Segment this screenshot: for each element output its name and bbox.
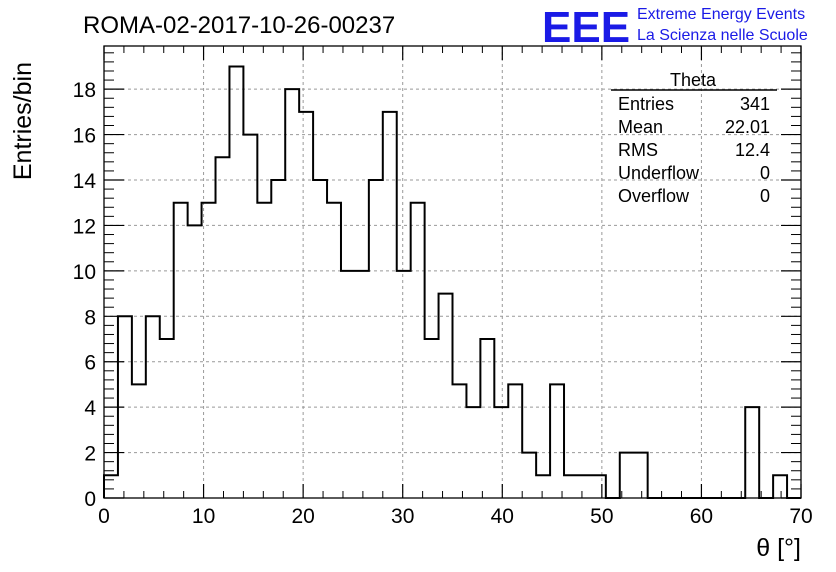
- stats-value: 0: [760, 186, 770, 206]
- y-tick-label: 2: [84, 443, 96, 466]
- x-tick-label: 20: [291, 505, 314, 528]
- x-tick-label: 0: [98, 505, 110, 528]
- plot-frame: [103, 45, 802, 499]
- stats-label: Mean: [618, 117, 663, 137]
- stats-title: Theta: [670, 70, 717, 90]
- y-tick-label: 10: [73, 261, 96, 284]
- x-tick-label: 50: [590, 505, 613, 528]
- y-tick-label: 6: [84, 352, 96, 375]
- axis-ticks: [103, 46, 802, 499]
- tick-labels: 0 10 20 30 40 50 60 70 0 2 4 6 8 10 12 14 16 18: [73, 79, 813, 528]
- histogram-series: [103, 65, 801, 499]
- x-tick-label: 40: [491, 505, 514, 528]
- y-tick-label: 8: [84, 306, 96, 329]
- eee-logo: EEE Extreme Energy Events La Scienza nel…: [542, 3, 808, 52]
- x-tick-label: 70: [789, 505, 812, 528]
- stats-value: 12.4: [735, 140, 770, 160]
- stats-rows: Entries 341 Mean 22.01 RMS 12.4 Underflow 0 Over…: [618, 94, 770, 206]
- y-tick-label: 4: [84, 397, 96, 420]
- y-tick-label: 18: [73, 79, 96, 102]
- x-tick-label: 10: [192, 505, 215, 528]
- chart-title: ROMA-02-2017-10-26-00237: [83, 12, 395, 39]
- y-tick-label: 16: [73, 125, 96, 148]
- eee-logo-mark: EEE: [542, 3, 630, 52]
- stats-box: Theta Entries 341 Mean 22.01 RMS 12.4 Underflo…: [611, 70, 777, 206]
- x-tick-label: 30: [391, 505, 414, 528]
- y-tick-label: 12: [73, 215, 96, 238]
- logo-line-2: La Scienza nelle Scuole: [637, 27, 808, 44]
- stats-label: Underflow: [618, 163, 700, 183]
- stats-value: 341: [740, 94, 770, 114]
- y-tick-label: 14: [73, 170, 97, 193]
- stats-label: Entries: [618, 94, 674, 114]
- stats-label: RMS: [618, 140, 658, 160]
- gridlines: [104, 46, 801, 498]
- x-axis-label: θ [°]: [756, 534, 801, 562]
- stats-label: Overflow: [618, 186, 690, 206]
- stats-value: 22.01: [725, 117, 770, 137]
- x-tick-label: 60: [690, 505, 713, 528]
- y-tick-label: 0: [84, 488, 96, 511]
- y-axis-label: Entries/bin: [9, 62, 37, 180]
- logo-line-1: Extreme Energy Events: [637, 6, 805, 23]
- stats-value: 0: [760, 163, 770, 183]
